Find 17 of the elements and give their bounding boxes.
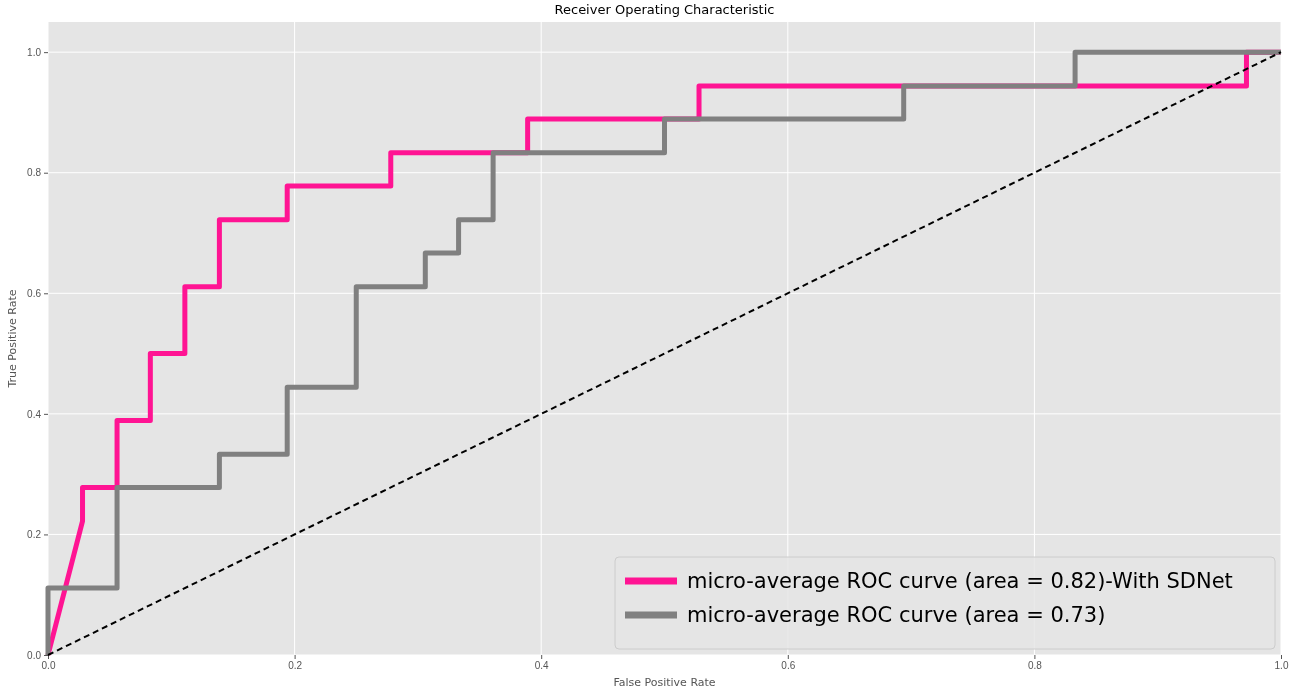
chart-title: Receiver Operating Characteristic	[554, 2, 775, 17]
x-tick-label: 0.8	[1027, 660, 1043, 672]
x-tick-label: 0.4	[534, 660, 550, 672]
y-tick-label: 1.0	[27, 46, 42, 58]
x-tick-label: 0.6	[781, 660, 796, 672]
y-tick-label: 0.2	[27, 529, 42, 541]
y-axis-title: True Positive Rate	[6, 289, 19, 389]
y-tick-label: 0.0	[27, 649, 42, 661]
y-tick-label: 0.4	[27, 408, 42, 420]
legend-label: micro-average ROC curve (area = 0.82)-With SDNet	[687, 569, 1233, 593]
y-tick-label: 0.8	[27, 167, 42, 179]
x-axis-title: False Positive Rate	[613, 676, 716, 689]
x-tick-label: 0.2	[288, 660, 303, 672]
legend-label: micro-average ROC curve (area = 0.73)	[687, 603, 1106, 627]
y-tick-label: 0.6	[27, 287, 42, 299]
x-tick-label: 1.0	[1274, 660, 1289, 672]
x-tick-label: 0.0	[41, 660, 56, 672]
